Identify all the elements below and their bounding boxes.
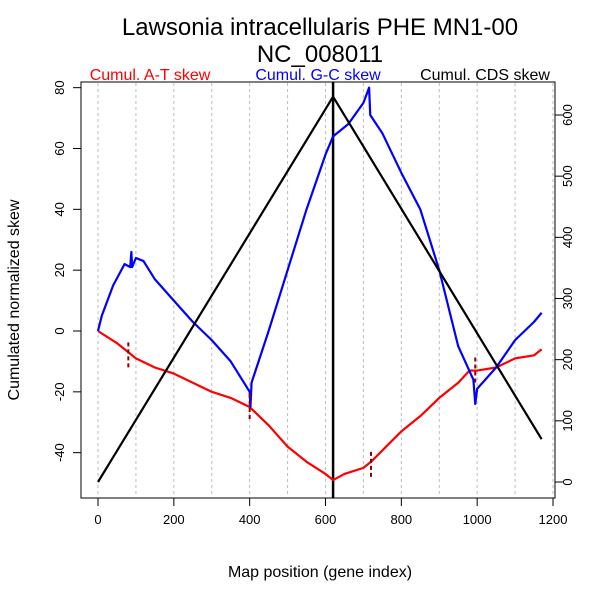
chart-subtitle: NC_008011	[257, 41, 383, 68]
series-line-cumul-cds-skew	[97, 95, 543, 483]
y-right-tick-label: 600	[560, 104, 575, 126]
x-tick-label: 200	[163, 512, 185, 527]
y-axis-label: Cumulated normalized skew	[6, 199, 23, 400]
y-right-tick-label: 200	[560, 349, 575, 371]
plot-box	[80, 81, 556, 499]
series-line-cumul-g-c-skew	[96, 86, 543, 409]
y-left-tick-label: 80	[52, 80, 67, 94]
chart-title: Lawsonia intracellularis PHE MN1-00	[122, 14, 518, 41]
y-left-tick-label: 40	[52, 202, 67, 216]
y-left-tick-label: -20	[52, 382, 67, 401]
x-tick-label: 1200	[539, 512, 568, 527]
y-right-tick-label: 300	[560, 288, 575, 310]
x-tick-label: 0	[94, 512, 101, 527]
y-right-tick-label: 100	[560, 410, 575, 432]
x-axis-label: Map position (gene index)	[228, 564, 412, 581]
x-tick-label: 400	[239, 512, 261, 527]
x-tick-label: 1000	[463, 512, 492, 527]
y-right-tick-label: 0	[560, 478, 575, 485]
x-tick-label: 600	[315, 512, 337, 527]
legend-gc: Cumul. G-C skew	[255, 67, 381, 84]
y-left-tick-label: 60	[52, 141, 67, 155]
y-left-tick-label: 0	[52, 327, 67, 334]
x-tick-label: 800	[390, 512, 412, 527]
y-left-tick-label: 20	[52, 263, 67, 277]
legend-cds: Cumul. CDS skew	[420, 67, 550, 84]
y-left-tick-label: -40	[52, 443, 67, 462]
y-right-tick-label: 500	[560, 165, 575, 187]
legend-at: Cumul. A-T skew	[90, 67, 211, 84]
series-line-cumul-a-t-skew	[97, 330, 543, 482]
y-right-tick-label: 400	[560, 226, 575, 248]
